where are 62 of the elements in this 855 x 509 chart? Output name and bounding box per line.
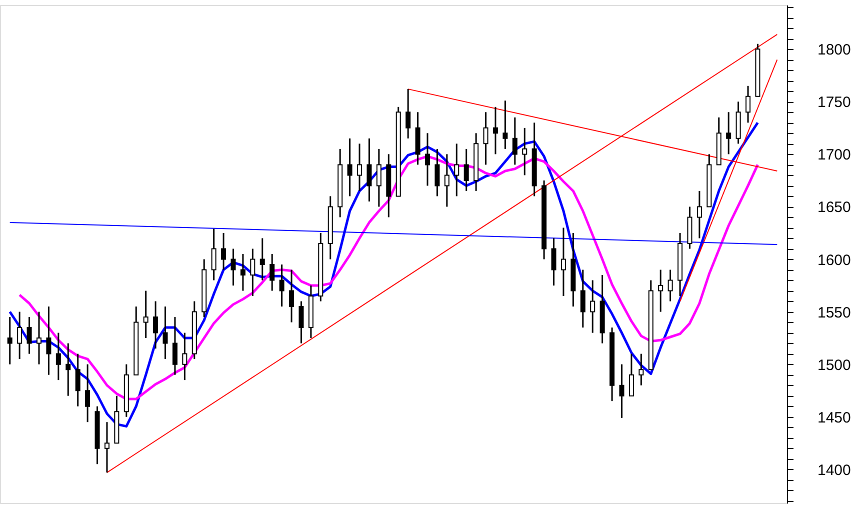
candlestick	[36, 311, 42, 366]
candlestick	[279, 264, 284, 308]
candlestick	[162, 306, 168, 360]
candlestick	[560, 226, 566, 297]
candlestick	[298, 300, 304, 344]
candlestick	[211, 228, 216, 282]
candlestick	[221, 232, 226, 271]
y-tick-label: 1750	[818, 94, 851, 112]
candlestick	[104, 421, 110, 474]
candlestick	[522, 127, 528, 176]
y-tick-label: 1650	[818, 199, 851, 216]
candlestick	[696, 190, 702, 239]
candlestick	[628, 353, 634, 397]
candlestick	[17, 311, 22, 360]
y-tick-label: 1450	[818, 409, 851, 426]
candlestick	[260, 237, 265, 282]
candlestick	[85, 364, 90, 423]
candlestick	[250, 248, 256, 297]
candlestick	[26, 316, 32, 355]
line-series	[18, 155, 759, 400]
candlestick	[143, 290, 148, 339]
candlestick	[366, 138, 372, 202]
candlestick	[182, 332, 188, 381]
candlestick	[492, 106, 498, 155]
y-tick-label: 1400	[818, 462, 851, 479]
candlestick	[454, 142, 460, 197]
candlestick	[46, 306, 52, 376]
y-tick-label: 1700	[818, 146, 851, 164]
candlestick	[668, 269, 673, 302]
candlestick	[230, 248, 236, 286]
candlestick	[289, 269, 294, 324]
y-tick-label: 1500	[818, 356, 851, 374]
candlestick	[726, 111, 732, 155]
candlestick	[7, 316, 12, 366]
candlestick	[434, 148, 440, 197]
candlestick	[424, 132, 430, 186]
candlestick	[619, 364, 624, 419]
y-tick-label: 1550	[818, 304, 851, 322]
candlestick	[444, 153, 450, 208]
candlestick	[502, 100, 508, 150]
candlestick	[638, 353, 644, 386]
candlestick	[66, 342, 71, 397]
candlestick	[512, 116, 518, 166]
candlestick	[270, 253, 275, 292]
candlestick	[406, 88, 411, 140]
candlestick	[551, 237, 556, 286]
candlestick	[347, 138, 352, 197]
candlestick	[357, 142, 362, 192]
candlestick	[376, 148, 382, 208]
candlestick	[746, 85, 751, 124]
candlestick	[580, 269, 586, 328]
candlestick	[153, 300, 158, 350]
candlestick	[658, 269, 664, 313]
candlestick	[172, 316, 178, 376]
candlestick	[464, 148, 469, 192]
candlestick	[590, 280, 596, 334]
candlestick	[240, 253, 246, 292]
y-tick-label: 1800	[818, 42, 851, 59]
candlestick	[75, 353, 80, 408]
y-tick-label: 1600	[818, 252, 851, 269]
candlestick	[56, 332, 61, 381]
candlestick	[483, 111, 488, 166]
